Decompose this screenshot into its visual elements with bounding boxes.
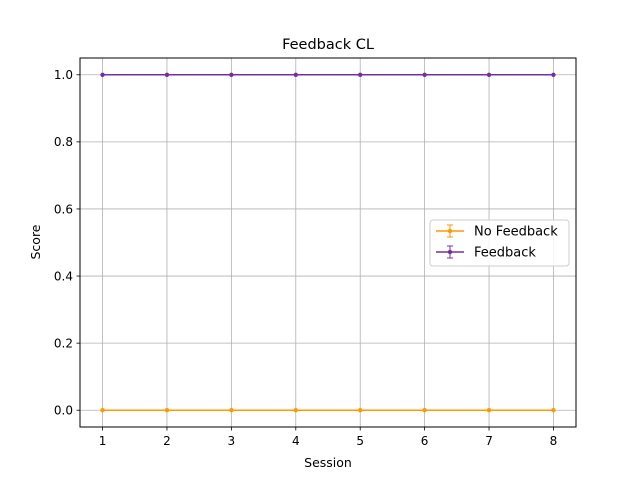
data-point (100, 72, 105, 77)
data-point (551, 72, 556, 77)
y-tick-label: 0.0 (54, 404, 73, 418)
data-point (293, 408, 298, 413)
data-point (229, 72, 234, 77)
data-point (229, 408, 234, 413)
legend: No Feedback Feedback (429, 219, 570, 267)
y-tick-label: 0.4 (54, 269, 73, 283)
data-point (164, 72, 170, 77)
plot-frame (79, 57, 577, 428)
y-axis-ticks: 0.0 0.2 0.4 0.6 0.8 1.0 (54, 68, 80, 418)
y-tick-label: 0.6 (54, 202, 73, 216)
legend-marker (447, 228, 453, 234)
x-tick-label: 5 (356, 434, 364, 448)
data-point (164, 408, 170, 413)
x-tick-label: 6 (421, 434, 429, 448)
data-point (486, 72, 492, 77)
y-axis-label: Score (28, 224, 43, 259)
series-group (100, 72, 556, 413)
x-axis-label: Session (304, 455, 352, 470)
x-tick-label: 3 (228, 434, 236, 448)
data-point (486, 408, 492, 413)
data-point (293, 72, 298, 77)
chart-title: Feedback CL (282, 37, 374, 53)
legend-label: Feedback (474, 246, 536, 261)
x-tick-label: 4 (292, 434, 300, 448)
data-point (358, 408, 363, 413)
legend-label: No Feedback (474, 225, 558, 240)
x-tick-label: 1 (99, 434, 107, 448)
x-axis-ticks: 1 2 3 4 5 6 7 8 (99, 427, 558, 448)
data-point (358, 72, 363, 77)
y-tick-label: 0.2 (54, 336, 73, 350)
data-point (100, 408, 105, 413)
x-tick-label: 7 (485, 434, 493, 448)
x-tick-label: 8 (550, 434, 558, 448)
x-tick-label: 2 (163, 434, 171, 448)
legend-box (429, 219, 570, 267)
data-point (422, 408, 427, 413)
legend-marker (447, 249, 453, 255)
data-point (422, 72, 427, 77)
y-tick-label: 1.0 (54, 68, 73, 82)
data-point (551, 408, 556, 413)
y-tick-label: 0.8 (54, 135, 73, 149)
